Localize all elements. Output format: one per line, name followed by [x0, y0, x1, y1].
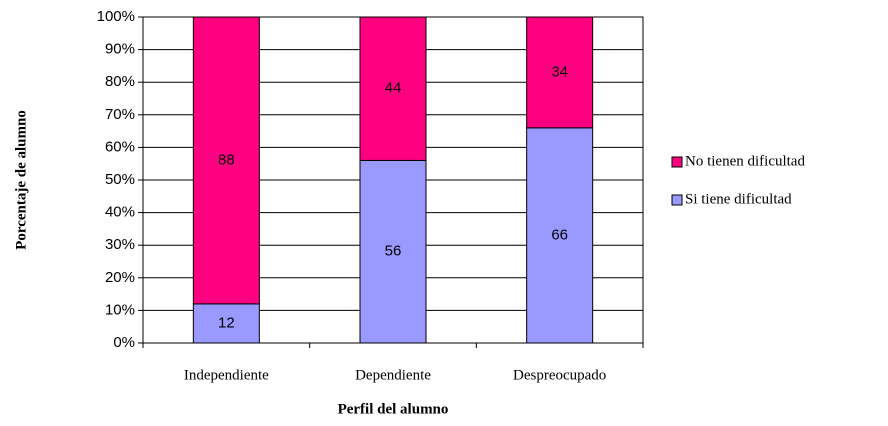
y-tick-label: 90% [105, 41, 135, 58]
bar-segment [192, 303, 260, 344]
bar-segment [359, 159, 427, 344]
bar-segment [192, 16, 260, 305]
x-tick-label: Independiente [184, 367, 269, 383]
y-tick-label: 60% [105, 138, 135, 155]
y-tick-label: 30% [105, 236, 135, 253]
legend-swatch [671, 156, 683, 168]
value-label: 34 [551, 63, 568, 80]
y-tick-label: 50% [105, 171, 135, 188]
y-tick-label: 40% [105, 204, 135, 221]
bar-segment [526, 16, 594, 129]
y-tick-label: 70% [105, 106, 135, 123]
legend-label: Si tiene dificultad [685, 191, 792, 207]
x-tick-label: Dependiente [355, 367, 431, 383]
value-label: 56 [385, 243, 402, 260]
y-tick-label: 80% [105, 73, 135, 90]
value-label: 44 [385, 80, 402, 97]
x-axis-label: Perfil del alumno [338, 401, 449, 417]
legend-label: No tienen dificultad [685, 153, 805, 169]
bar-segment [359, 16, 427, 161]
legend-swatch [671, 194, 683, 206]
value-label: 12 [218, 314, 235, 331]
y-tick-label: 10% [105, 301, 135, 318]
value-label: 88 [218, 151, 235, 168]
y-tick-label: 20% [105, 269, 135, 286]
y-tick-label: 0% [113, 334, 135, 351]
value-label: 66 [551, 226, 568, 243]
y-tick-label: 100% [97, 8, 135, 25]
y-axis-label: Porcentaje de alumno [13, 110, 29, 250]
x-tick-label: Despreocupado [513, 367, 606, 383]
